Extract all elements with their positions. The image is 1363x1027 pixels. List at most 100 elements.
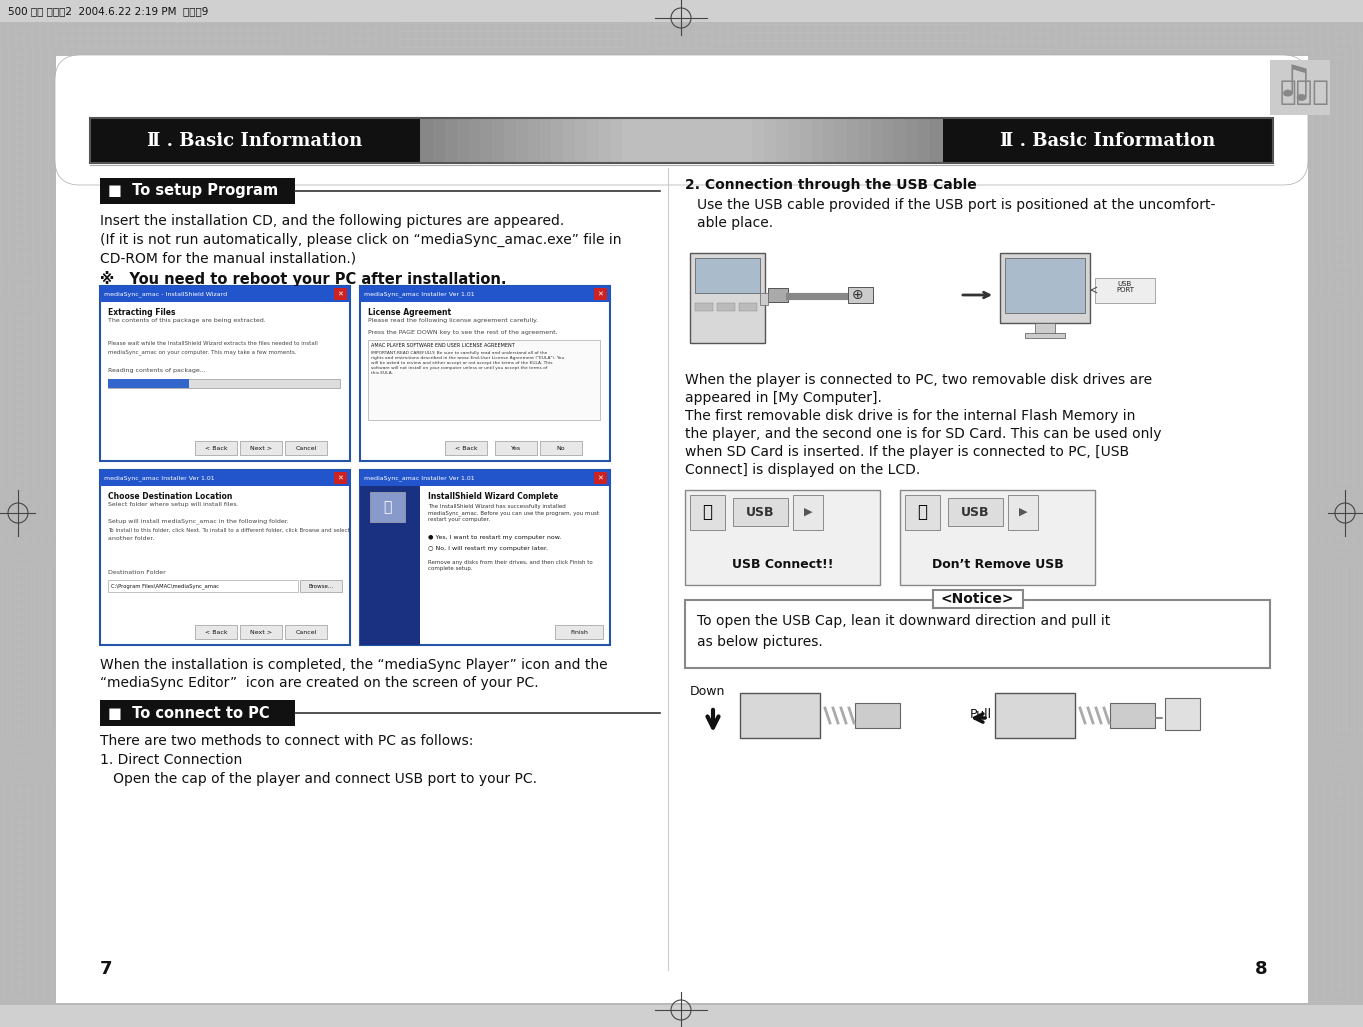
Bar (894, 118, 908, 163)
Bar (705, 118, 718, 163)
Text: Ⅱ . Basic Information: Ⅱ . Basic Information (1000, 131, 1216, 150)
Bar (285, 625, 327, 639)
Bar (733, 498, 788, 526)
Text: Setup will install mediaSync_amac in the following folder.: Setup will install mediaSync_amac in the… (108, 518, 289, 524)
Bar (90, 118, 102, 163)
Bar (793, 495, 823, 530)
Bar (729, 118, 741, 163)
Bar (125, 118, 138, 163)
Bar (752, 118, 765, 163)
Bar (943, 118, 1273, 163)
Bar (1250, 118, 1262, 163)
Text: 8: 8 (1255, 960, 1268, 978)
Bar (740, 693, 821, 738)
Text: When the player is connected to PC, two removable disk drives are: When the player is connected to PC, two … (686, 373, 1152, 387)
Bar (327, 118, 339, 163)
Bar (788, 118, 801, 163)
Bar (977, 118, 990, 163)
Bar (209, 118, 221, 163)
Text: InstallShield Wizard Complete: InstallShield Wizard Complete (428, 492, 559, 501)
Text: ✕: ✕ (597, 476, 604, 481)
Text: Yes: Yes (511, 446, 521, 451)
Text: 🖥: 🖥 (383, 500, 391, 514)
Bar (906, 118, 919, 163)
FancyBboxPatch shape (55, 55, 1308, 185)
Bar (338, 118, 352, 163)
Bar (90, 118, 1273, 163)
Bar (1202, 118, 1214, 163)
Bar (1214, 118, 1227, 163)
Bar (1167, 118, 1179, 163)
Bar (1190, 118, 1204, 163)
Bar (1131, 118, 1144, 163)
Bar (669, 118, 683, 163)
Bar (279, 118, 292, 163)
Text: IMPORTANT-READ CAREFULLY: Be sure to carefully read and understand all of the
ri: IMPORTANT-READ CAREFULLY: Be sure to car… (371, 351, 564, 375)
Bar (240, 625, 282, 639)
Text: Remove any disks from their drives, and then click Finish to
complete setup.: Remove any disks from their drives, and … (428, 560, 593, 571)
Bar (108, 580, 298, 592)
Bar (1036, 118, 1050, 163)
Bar (594, 472, 607, 484)
Bar (303, 118, 316, 163)
Bar (900, 490, 1094, 585)
Text: No: No (556, 446, 566, 451)
Bar (90, 118, 420, 163)
Bar (469, 118, 481, 163)
Bar (138, 118, 150, 163)
Text: ■  To connect to PC: ■ To connect to PC (108, 706, 270, 721)
Bar (598, 118, 612, 163)
Text: mediaSync_amac Installer Ver 1.01: mediaSync_amac Installer Ver 1.01 (104, 476, 214, 481)
Text: USB: USB (746, 505, 774, 519)
Text: Ⅱ . Basic Information: Ⅱ . Basic Information (147, 131, 363, 150)
Text: mediaSync_amac - InstallShield Wizard: mediaSync_amac - InstallShield Wizard (104, 292, 228, 297)
Bar (919, 118, 931, 163)
Bar (161, 118, 174, 163)
Text: 7: 7 (99, 960, 113, 978)
Bar (232, 118, 245, 163)
Bar (363, 118, 375, 163)
Text: < Back: < Back (204, 630, 228, 635)
Bar (695, 258, 761, 293)
Bar (1179, 118, 1191, 163)
Bar (99, 286, 350, 461)
Bar (552, 118, 564, 163)
Bar (682, 118, 694, 163)
Bar (942, 118, 954, 163)
Bar (360, 286, 611, 302)
Text: another folder.: another folder. (108, 536, 154, 541)
Bar (740, 118, 754, 163)
Bar (267, 118, 281, 163)
Bar (717, 118, 729, 163)
Text: ♫: ♫ (1274, 62, 1315, 105)
Bar (421, 118, 433, 163)
Bar (717, 303, 735, 311)
Bar (0, 0, 1363, 22)
Text: mediaSync_amac on your computer. This may take a few moments.: mediaSync_amac on your computer. This ma… (108, 349, 297, 354)
Bar (102, 118, 114, 163)
Bar (386, 118, 398, 163)
Bar (1107, 118, 1120, 163)
Text: Don’t Remove USB: Don’t Remove USB (932, 559, 1063, 571)
Text: Extracting Files: Extracting Files (108, 308, 176, 317)
Bar (1013, 118, 1025, 163)
Bar (1109, 703, 1154, 728)
Bar (540, 118, 552, 163)
Bar (949, 498, 1003, 526)
Bar (905, 495, 940, 530)
Bar (360, 470, 611, 486)
Bar (492, 118, 506, 163)
Text: CD-ROM for the manual installation.): CD-ROM for the manual installation.) (99, 252, 356, 266)
Bar (1000, 118, 1014, 163)
Bar (658, 118, 671, 163)
Bar (433, 118, 446, 163)
Bar (1048, 118, 1060, 163)
Bar (575, 118, 587, 163)
Bar (457, 118, 470, 163)
Bar (398, 118, 410, 163)
Bar (368, 340, 600, 420)
Bar (765, 118, 777, 163)
Text: Cancel: Cancel (296, 630, 316, 635)
Text: USB: USB (961, 505, 990, 519)
Bar (883, 118, 895, 163)
